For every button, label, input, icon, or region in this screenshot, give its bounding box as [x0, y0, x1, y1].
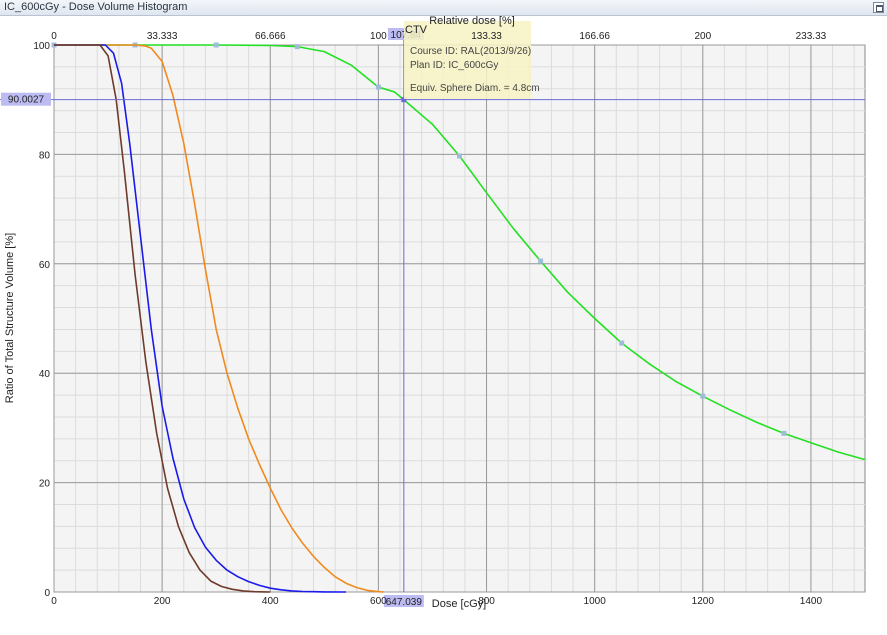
x2-tick-label: 100: [370, 31, 387, 42]
cursor-dose-label: 647.039: [386, 597, 423, 608]
x-tick-label: 1400: [800, 596, 823, 607]
cursor-ratio-box: [1, 92, 51, 106]
ctv-marker: [294, 44, 300, 50]
y-axis-label: Ratio of Total Structure Volume [%]: [4, 233, 16, 403]
restore-window-icon[interactable]: [873, 2, 884, 13]
x2-tick-label: 233.33: [796, 31, 827, 42]
x2-tick-label: 66.666: [255, 31, 286, 42]
tooltip-plan: Plan ID: IC_600cGy: [410, 60, 498, 71]
window-titlebar: IC_600cGy - Dose Volume Histogram: [0, 0, 887, 16]
x-tick-label: 600: [370, 596, 387, 607]
x2-tick-label: 33.333: [147, 31, 178, 42]
structure-tooltip: CTV Course ID: RAL(2013/9/26) Plan ID: I…: [404, 21, 540, 99]
tooltip-structure: CTV: [405, 24, 428, 36]
ctv-marker: [619, 340, 625, 346]
ctv-marker: [781, 430, 787, 436]
x-tick-label: 0: [51, 596, 57, 607]
tooltip-course: Course ID: RAL(2013/9/26): [410, 46, 531, 57]
ctv-marker: [700, 393, 706, 399]
cursor-dose-box: [383, 595, 424, 607]
x-tick-label: 1200: [692, 596, 715, 607]
x-tick-label: 400: [262, 596, 279, 607]
dvh-curve-0: [54, 44, 866, 461]
cursor-ratio-label: 90.0027: [8, 95, 45, 106]
dvh-curve-1: [54, 44, 384, 593]
plot-area: [53, 44, 866, 593]
ctv-marker: [538, 258, 544, 264]
x2-tick-label: 166.66: [579, 31, 610, 42]
dvh-curve-2: [54, 44, 347, 593]
y-tick-label: 80: [39, 150, 51, 161]
y-tick-label: 100: [33, 41, 50, 52]
ctv-marker: [457, 153, 462, 159]
x-tick-label: 1000: [584, 596, 607, 607]
x-axis-label: Dose [cGy]: [432, 598, 486, 610]
cursor-point-marker[interactable]: [401, 97, 407, 103]
x2-tick-label: 0: [51, 31, 57, 42]
window-title: IC_600cGy - Dose Volume Histogram: [4, 1, 188, 13]
y-tick-label: 20: [39, 479, 51, 490]
ctv-marker: [375, 84, 381, 90]
x2-tick-label: 133.33: [471, 31, 502, 42]
y-tick-label: 40: [39, 369, 51, 380]
x2-tick-label: 200: [694, 31, 711, 42]
tooltip-box: [404, 21, 531, 99]
x2-axis-label: Relative dose [%]: [429, 15, 515, 27]
y-tick-label: 0: [44, 588, 50, 599]
y-tick-label: 60: [39, 260, 51, 271]
x-tick-label: 200: [154, 596, 171, 607]
x-tick-label: 800: [478, 596, 495, 607]
tooltip-sphere: Equiv. Sphere Diam. = 4.8cm: [410, 83, 540, 94]
ctv-marker: [213, 42, 219, 48]
